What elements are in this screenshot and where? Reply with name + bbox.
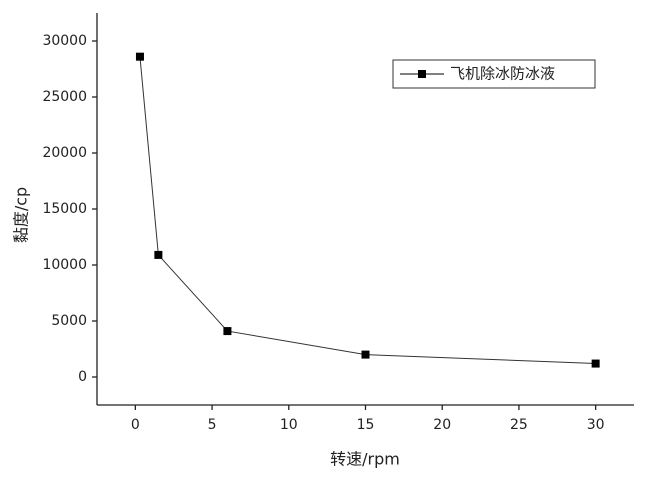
y-tick-label: 30000 [42,33,87,49]
y-tick-label: 20000 [42,145,87,161]
marker [361,350,370,359]
y-axis-label: 黏度/cp [12,187,31,243]
x-axis-label: 转速/rpm [330,450,400,469]
marker [154,250,163,259]
y-tick-label: 15000 [42,201,87,217]
y-tick-label: 0 [78,369,87,385]
marker [135,52,144,61]
legend-marker [418,70,426,78]
x-tick-label: 0 [131,417,140,433]
marker [223,327,232,336]
marker [591,359,600,368]
x-tick-label: 30 [587,417,605,433]
series-line [139,56,596,365]
y-tick-label: 25000 [42,89,87,105]
y-tick-label: 10000 [42,257,87,273]
x-tick-label: 25 [510,417,528,433]
x-tick-label: 15 [357,417,375,433]
y-tick-label: 5000 [51,313,87,329]
legend-label: 飞机除冰防冰液 [450,65,555,83]
x-tick-label: 20 [433,417,451,433]
x-tick-label: 10 [280,417,298,433]
legend-box [392,59,596,89]
x-tick-label: 5 [208,417,217,433]
